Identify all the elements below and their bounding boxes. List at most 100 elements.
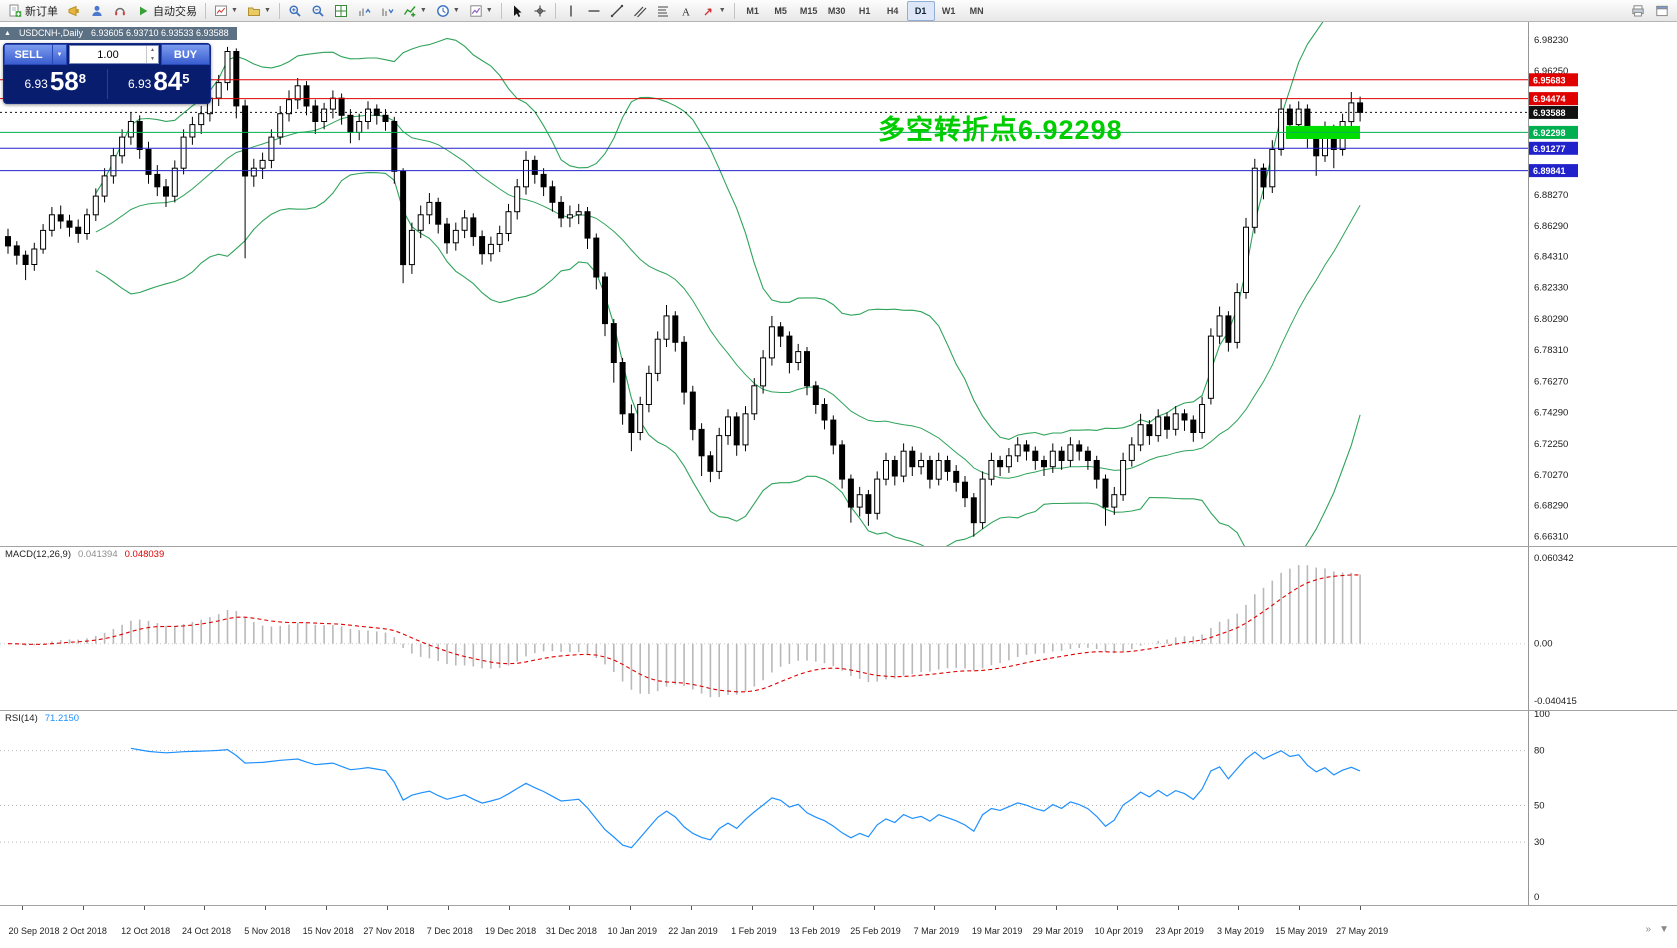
svg-text:30: 30 [1534,837,1545,848]
rsi-name: RSI(14) [5,713,38,724]
sell-price-pips: 58 [49,66,79,96]
panel-separator [0,905,1677,906]
svg-text:6.91277: 6.91277 [1533,144,1566,154]
new-chart-button[interactable]: ▼ [210,0,242,22]
buy-price[interactable]: 6.93 84 5 [108,68,211,98]
cursor-tool-button[interactable] [506,0,528,22]
timeframe-h1[interactable]: H1 [858,5,871,16]
profiles-folder-icon [247,7,260,16]
svg-text:6.86290: 6.86290 [1534,221,1568,232]
add-indicator-icon [403,5,416,17]
svg-text:A: A [682,6,690,18]
dropdown-caret-icon: ▼ [718,6,726,14]
macd-panel-canvas[interactable]: 0.060342 0.00 -0.040415 [0,546,1677,710]
printer-icon [1632,4,1644,16]
date-label: 3 May 2019 [1216,926,1264,936]
support-button[interactable] [109,0,131,22]
macd-main-value: 0.041394 [78,549,118,560]
lot-increment-icon[interactable]: ▲ [150,47,155,54]
date-tick [1056,906,1057,910]
buy-button[interactable]: BUY [161,44,210,65]
print-button[interactable] [1627,0,1649,22]
new-chart-icon [215,5,227,16]
svg-text:6.66310: 6.66310 [1534,532,1568,543]
sell-options-caret-icon[interactable]: ▼ [53,44,67,65]
svg-text:6.89841: 6.89841 [1533,166,1566,176]
rsi-panel-canvas[interactable]: 100 80 50 30 0 [0,710,1677,905]
date-tick [22,906,23,910]
timeframe-h4[interactable]: H4 [886,5,899,16]
fibonacci-tool-button[interactable] [652,0,674,22]
date-label: 12 Oct 2018 [121,926,171,936]
timeframe-mn[interactable]: MN [969,5,984,16]
dropdown-caret-icon: ▼ [419,6,427,14]
chart-bars-down-button[interactable] [376,0,398,22]
lot-spinner[interactable]: ▲ ▼ [146,46,158,63]
indicators-button[interactable]: ▼ [399,0,431,22]
trendline-tool-button[interactable] [606,0,628,22]
lot-decrement-icon[interactable]: ▼ [150,55,155,62]
collapse-panel-icon[interactable]: ▲ [4,29,11,37]
autotrading-button[interactable]: 自动交易 [132,0,201,22]
cursor-arrow-icon [513,5,522,17]
svg-text:6.70270: 6.70270 [1534,470,1568,481]
date-label: 1 Feb 2019 [731,926,777,936]
date-label: 2 Oct 2018 [62,926,107,936]
arrows-tool-button[interactable]: ▼ [698,0,730,22]
profile-button[interactable] [86,0,108,22]
svg-text:6.82330: 6.82330 [1534,282,1568,293]
date-label: 7 Mar 2019 [913,926,960,936]
profiles-button[interactable]: ▼ [243,0,275,22]
sell-button[interactable]: SELL [4,44,53,65]
timeframe-d1[interactable]: D1 [906,0,935,21]
channel-tool-button[interactable] [629,0,651,22]
chart-symbol-period: USDCNH-,Daily [18,28,83,38]
date-tick [204,906,206,910]
time-axis[interactable]: » ▼ 20 Sep 2018 2 Oct 2018 12 Oct 2018 24 O… [0,906,1677,948]
svg-text:6.94474: 6.94474 [1533,94,1566,104]
svg-text:6.78310: 6.78310 [1534,345,1568,356]
buy-price-prefix: 6.93 [127,77,152,91]
timeframe-m5[interactable]: M5 [774,5,787,16]
panel-separator[interactable] [0,710,1677,711]
zoom-in-button[interactable] [284,0,306,22]
sell-price[interactable]: 6.93 58 8 [4,66,107,98]
timeframe-m30[interactable]: M30 [827,5,846,16]
panel-separator[interactable] [0,546,1677,547]
date-label: 5 Nov 2018 [244,926,291,936]
price-chart-canvas[interactable]: 6.98230 6.96250 6.88270 6.86290 6.84310 6.823… [0,22,1677,546]
date-label: 19 Mar 2019 [971,926,1023,936]
timeframe-w1[interactable]: W1 [941,5,956,16]
periods-button[interactable]: ▼ [432,0,464,22]
horizontal-line-icon [588,9,600,12]
autotrading-label: 自动交易 [153,5,197,18]
timeframe-m1[interactable]: M1 [746,5,759,16]
timeframe-m15[interactable]: M15 [799,5,818,16]
text-tool-button[interactable]: A [675,0,697,22]
svg-text:6.80290: 6.80290 [1534,314,1568,325]
svg-text:80: 80 [1534,746,1545,757]
zoom-out-button[interactable] [307,0,329,22]
vertical-line-tool-button[interactable] [560,0,582,22]
chart-bars-up-button[interactable] [353,0,375,22]
date-label: 15 May 2019 [1275,926,1328,936]
scroll-to-end-icon[interactable]: » [1645,924,1652,935]
date-tick [873,906,875,910]
tile-windows-button[interactable] [330,0,352,22]
lot-size-input[interactable] [70,46,146,63]
horizontal-line-tool-button[interactable] [583,0,605,22]
chart-shift-icon[interactable]: ▼ [1659,924,1669,935]
price-axis-border [1528,22,1529,905]
crosshair-tool-button[interactable] [529,0,551,22]
fibonacci-icon [657,6,668,16]
svg-text:6.88270: 6.88270 [1534,190,1568,201]
window-layout-button[interactable] [1651,0,1673,22]
dropdown-caret-icon: ▼ [231,6,238,14]
templates-button[interactable]: ▼ [465,0,497,22]
new-order-icon [9,4,22,17]
chart-title-bar: ▲ USDCNH-,Daily 6.93605 6.93710 6.93533 … [0,27,237,40]
date-tick [751,906,753,910]
broadcast-button[interactable] [63,0,85,22]
dropdown-caret-icon: ▼ [485,6,493,14]
new-order-button[interactable]: 新订单 [4,0,62,22]
